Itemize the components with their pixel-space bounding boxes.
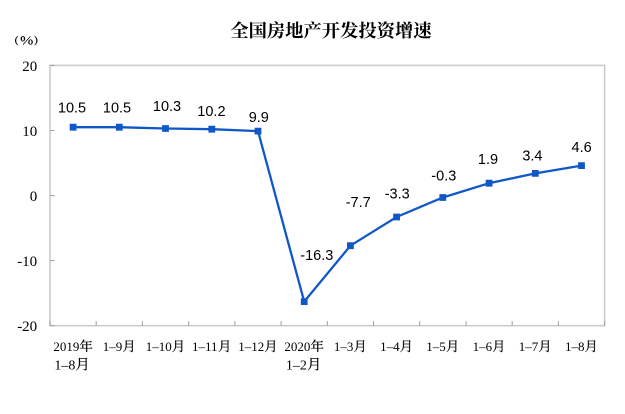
svg-text:1–10: 1–10	[146, 339, 172, 354]
svg-text:1–9: 1–9	[103, 339, 123, 354]
svg-text:1–4: 1–4	[380, 339, 400, 354]
svg-text:1–2: 1–2	[286, 358, 307, 373]
svg-text:2020: 2020	[284, 339, 310, 354]
svg-text:0: 0	[30, 189, 38, 205]
svg-text:1–5: 1–5	[426, 339, 446, 354]
svg-text:2019: 2019	[53, 339, 79, 354]
svg-text:1–3: 1–3	[334, 339, 354, 354]
svg-text:9.9: 9.9	[249, 110, 269, 126]
svg-text:10.3: 10.3	[153, 99, 181, 115]
svg-text:20: 20	[22, 59, 37, 75]
svg-text:1–8: 1–8	[565, 339, 585, 354]
svg-text:10.5: 10.5	[58, 101, 86, 117]
svg-text:1–12: 1–12	[238, 339, 264, 354]
svg-text:1.9: 1.9	[478, 152, 498, 168]
svg-text:-0.3: -0.3	[431, 168, 456, 184]
svg-text:-3.3: -3.3	[385, 186, 410, 202]
svg-text:-16.3: -16.3	[300, 248, 333, 264]
svg-text:10: 10	[22, 124, 37, 140]
svg-text:1–7: 1–7	[519, 339, 539, 354]
svg-text:1–6: 1–6	[473, 339, 493, 354]
svg-text:-10: -10	[17, 254, 37, 270]
svg-text:4.6: 4.6	[572, 140, 592, 156]
svg-text:3.4: 3.4	[522, 149, 542, 165]
svg-text:-20: -20	[17, 319, 37, 335]
svg-text:1–8: 1–8	[54, 358, 75, 373]
svg-text:1–11: 1–11	[192, 339, 218, 354]
svg-text:-7.7: -7.7	[346, 195, 371, 211]
svg-text:10.2: 10.2	[197, 104, 225, 120]
svg-text:10.5: 10.5	[103, 101, 131, 117]
